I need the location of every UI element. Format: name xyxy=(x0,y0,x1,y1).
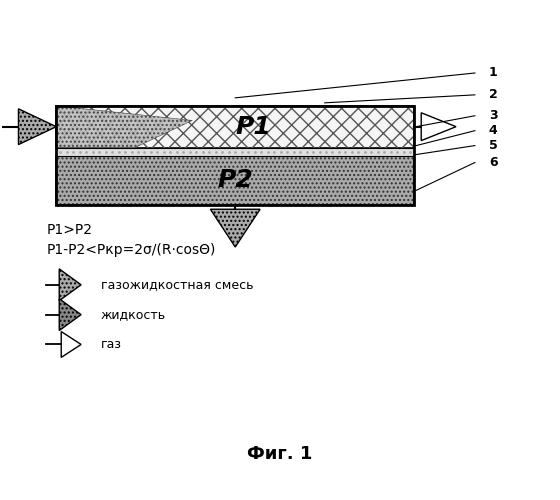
Polygon shape xyxy=(59,298,81,330)
Polygon shape xyxy=(211,209,260,247)
Polygon shape xyxy=(59,269,81,300)
Text: жидкость: жидкость xyxy=(101,308,166,321)
Text: 1: 1 xyxy=(489,66,498,80)
Text: 5: 5 xyxy=(489,139,498,152)
Text: P1-P2<Pкр=2σ/(R·cosΘ): P1-P2<Pкр=2σ/(R·cosΘ) xyxy=(46,243,216,257)
Polygon shape xyxy=(421,113,456,140)
Text: газожидкостная смесь: газожидкостная смесь xyxy=(101,278,254,291)
Text: P2: P2 xyxy=(217,168,253,192)
Polygon shape xyxy=(56,106,414,148)
Text: 6: 6 xyxy=(489,156,497,169)
Text: Фиг. 1: Фиг. 1 xyxy=(248,445,312,463)
Polygon shape xyxy=(56,156,414,205)
Polygon shape xyxy=(56,106,192,148)
Text: P1>P2: P1>P2 xyxy=(46,223,92,237)
Text: 2: 2 xyxy=(489,88,498,102)
Text: P1: P1 xyxy=(235,114,271,138)
Text: 3: 3 xyxy=(489,110,497,122)
Polygon shape xyxy=(61,332,81,357)
Text: газ: газ xyxy=(101,338,122,351)
Text: 4: 4 xyxy=(489,124,498,137)
Polygon shape xyxy=(56,148,414,156)
Polygon shape xyxy=(18,109,56,144)
